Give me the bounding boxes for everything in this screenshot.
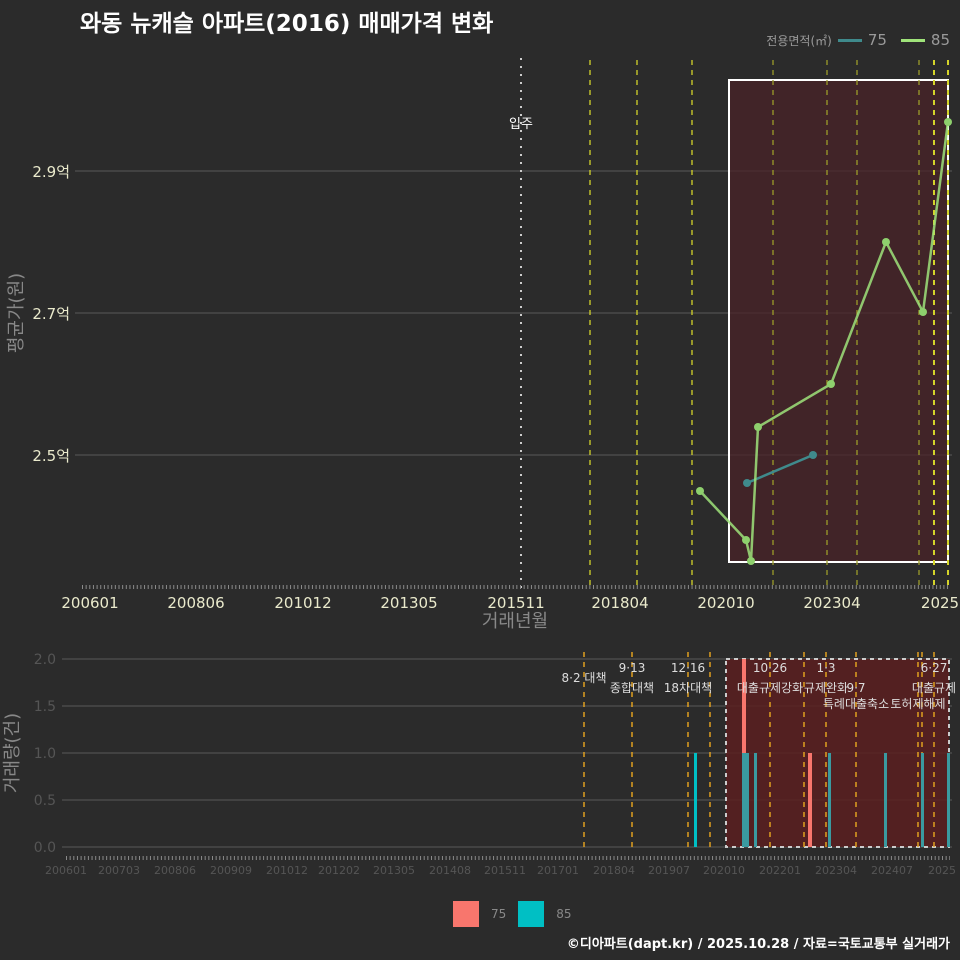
highlight-region (728, 79, 949, 563)
svg-text:거래량(건): 거래량(건) (2, 713, 23, 793)
svg-text:202304: 202304 (815, 864, 857, 877)
svg-text:201012: 201012 (274, 594, 331, 612)
svg-text:202201: 202201 (759, 864, 801, 877)
svg-text:201012: 201012 (266, 864, 308, 877)
svg-text:10·26: 10·26 (753, 661, 787, 675)
svg-text:9·7: 9·7 (846, 681, 865, 695)
svg-text:대출규제강화: 대출규제강화 (737, 681, 803, 695)
svg-text:6·27: 6·27 (921, 661, 948, 675)
svg-text:200806: 200806 (154, 864, 196, 877)
svg-text:9·13: 9·13 (619, 661, 646, 675)
svg-text:2.9억: 2.9억 (32, 163, 70, 181)
legend-label-75: 75 (867, 31, 887, 49)
legend-swatch-85-bar (518, 901, 545, 927)
legend-swatch-75 (837, 38, 862, 42)
svg-text:201511: 201511 (484, 864, 526, 877)
svg-text:200601: 200601 (45, 864, 87, 877)
svg-text:1.5: 1.5 (34, 699, 56, 715)
svg-text:200806: 200806 (167, 594, 224, 612)
lower-chart: 8·2 대책 9·13 종합대책 12·16 18차대책 10·26 대출규제강… (2, 652, 956, 877)
svg-text:1.0: 1.0 (34, 746, 56, 762)
svg-text:토허제해제: 토허제해제 (890, 697, 945, 711)
upper-chart: 입주 2.9억 2.7억 2.5억 평균가(원) 200601 200806 2… (6, 58, 959, 632)
svg-text:2.0: 2.0 (34, 652, 56, 668)
svg-text:규제완화: 규제완화 (804, 681, 848, 695)
svg-text:2025: 2025 (921, 594, 959, 612)
svg-text:202010: 202010 (697, 594, 754, 612)
svg-text:201511: 201511 (487, 594, 544, 612)
svg-text:대출규제: 대출규제 (912, 681, 956, 695)
source-caption: ©디아파트(dapt.kr) / 2025.10.28 / 자료=국토교통부 실… (566, 937, 950, 952)
svg-text:201305: 201305 (373, 864, 415, 877)
legend-bottom-label-75: 75 (491, 907, 507, 921)
chart-title: 와동 뉴캐슬 아파트(2016) 매매가격 변화 (80, 11, 494, 37)
svg-text:0.5: 0.5 (34, 793, 56, 809)
svg-text:202010: 202010 (703, 864, 745, 877)
svg-text:200909: 200909 (210, 864, 252, 877)
svg-text:201202: 201202 (318, 864, 360, 877)
svg-text:201804: 201804 (591, 594, 648, 612)
svg-text:202407: 202407 (871, 864, 913, 877)
svg-text:2.5억: 2.5억 (32, 447, 70, 465)
move-in-label: 입주 (509, 117, 533, 132)
svg-text:거래년월: 거래년월 (482, 611, 548, 632)
legend-area: 전용면적(㎡) 75 85 (766, 31, 950, 49)
svg-text:200703: 200703 (98, 864, 140, 877)
legend-swatch-85 (900, 38, 925, 42)
svg-text:특례대출축소: 특례대출축소 (823, 697, 889, 711)
svg-text:평균가(원): 평균가(원) (6, 273, 27, 353)
svg-text:18차대책: 18차대책 (664, 680, 712, 695)
svg-text:202304: 202304 (803, 594, 860, 612)
svg-text:0.0: 0.0 (34, 840, 56, 856)
legend-bottom-label-85: 85 (556, 907, 572, 921)
svg-text:201305: 201305 (380, 594, 437, 612)
svg-text:201701: 201701 (537, 864, 579, 877)
legend-bottom: 75 85 (453, 901, 584, 927)
svg-text:1·3: 1·3 (816, 661, 835, 675)
legend-label-85: 85 (930, 31, 950, 49)
svg-text:200601: 200601 (61, 594, 118, 612)
svg-text:201907: 201907 (648, 864, 690, 877)
svg-text:12·16: 12·16 (671, 661, 705, 675)
svg-text:종합대책: 종합대책 (610, 680, 654, 695)
svg-text:8·2 대책: 8·2 대책 (562, 670, 607, 685)
svg-text:2.7억: 2.7억 (32, 305, 70, 323)
legend-title: 전용면적(㎡) (766, 33, 832, 48)
svg-text:201804: 201804 (593, 864, 635, 877)
legend-swatch-75-bar (453, 901, 479, 927)
svg-text:201408: 201408 (429, 864, 471, 877)
svg-text:2025: 2025 (928, 864, 956, 877)
